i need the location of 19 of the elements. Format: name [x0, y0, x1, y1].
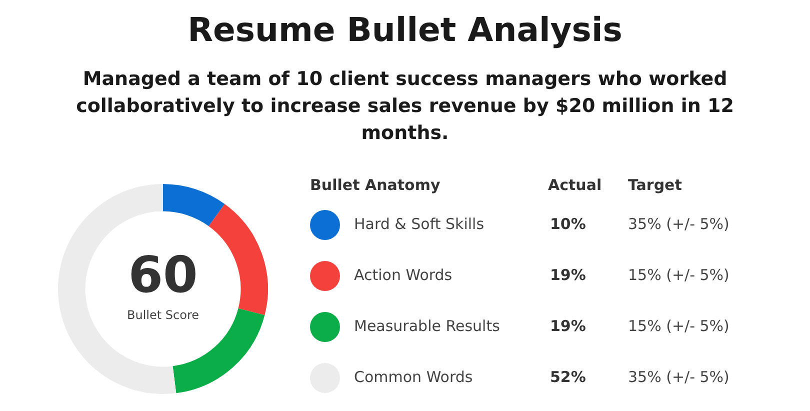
text: Bullet Score	[126, 308, 200, 322]
text: 35% (+/- 5%)	[628, 368, 730, 386]
chart-subtitle: Managed a team of 10 client success managers who worked collaboratively to increase sales revenue by $20 million in 12 months.	[75, 67, 735, 146]
text: 35% (+/- 5%)	[628, 215, 730, 233]
text: 15% (+/- 5%)	[628, 317, 730, 335]
text: Actual	[548, 176, 602, 194]
legend-label: Measurable Results	[354, 317, 500, 335]
legend-label: Action Words	[354, 266, 452, 284]
chart-title: Resume Bullet Analysis	[186, 10, 624, 49]
data-label: 52%	[550, 368, 586, 386]
data-label: 19%	[550, 317, 586, 335]
text: Target	[628, 176, 682, 194]
legend-label: Hard & Soft Skills	[354, 215, 484, 233]
text: 60	[127, 246, 199, 304]
text: 15% (+/- 5%)	[628, 266, 730, 284]
legend-title: Bullet Anatomy	[310, 176, 440, 194]
data-label: 10%	[550, 215, 586, 233]
legend-label: Common Words	[354, 368, 473, 386]
data-label: 19%	[550, 266, 586, 284]
